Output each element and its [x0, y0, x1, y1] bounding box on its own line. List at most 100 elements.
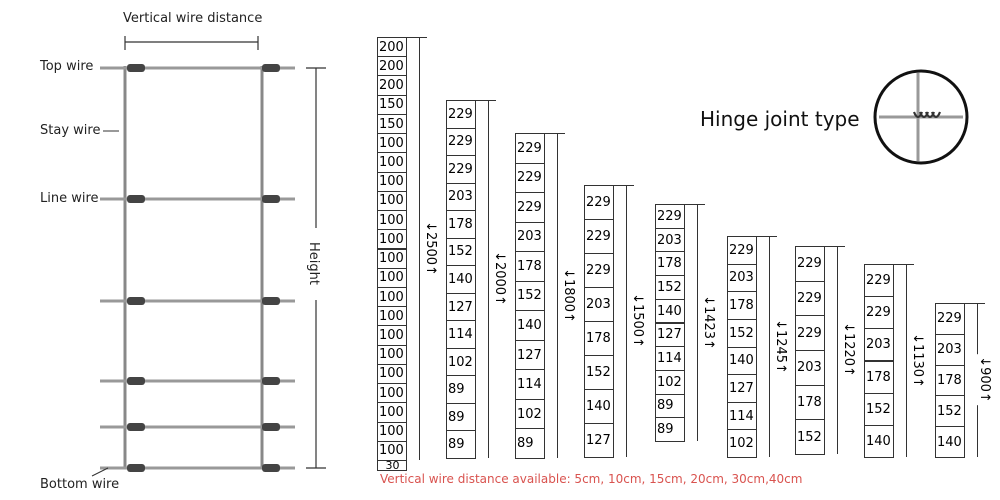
spec-cell: 203 [864, 328, 894, 362]
spec-cell: 89 [446, 402, 476, 432]
line-wire-label: Line wire [40, 191, 99, 206]
spec-cell: 89 [515, 428, 545, 459]
spec-cell: 152 [655, 275, 685, 300]
spec-cell: 89 [446, 375, 476, 404]
spec-cell: 89 [446, 430, 476, 459]
spec-cell: 229 [864, 296, 894, 330]
spec-cell: 229 [446, 127, 476, 157]
spec-cell: 229 [515, 192, 545, 223]
spec-cell: 100 [377, 267, 407, 288]
height-dimension-tick [545, 133, 565, 134]
spec-cell: 100 [377, 248, 407, 269]
column-height-label: ↓900↑ [976, 354, 992, 405]
height-dimension-tick [757, 236, 777, 237]
height-dimension-line [626, 185, 627, 457]
spec-cell: 102 [446, 347, 476, 377]
spec-cell: 102 [655, 369, 685, 395]
spec-cell: 100 [377, 402, 407, 423]
spec-cell: 203 [515, 221, 545, 253]
spec-cell: 100 [377, 190, 407, 212]
column-height-label: ↓2000↑ [491, 249, 507, 308]
spec-cell: 140 [515, 310, 545, 341]
spec-cell: 140 [864, 424, 894, 458]
spec-cell: 229 [795, 280, 825, 317]
spec-cell: 203 [655, 227, 685, 253]
spec-cell: 114 [515, 369, 545, 400]
spec-cell: 100 [377, 421, 407, 442]
spec-cell: 127 [727, 374, 757, 403]
spec-cell: 229 [864, 264, 894, 298]
spec-cell: 100 [377, 383, 407, 404]
spec-bottom-cell: 30 [377, 460, 407, 471]
spec-cell: 229 [727, 236, 757, 265]
spec-cell: 152 [584, 355, 614, 390]
height-dimension-tick [685, 204, 705, 205]
spec-cell: 178 [935, 364, 965, 397]
spec-cell: 152 [727, 318, 757, 348]
height-dimension-line [419, 37, 420, 460]
spec-cell: 203 [584, 287, 614, 322]
spec-cell: 203 [795, 350, 825, 386]
height-dimension-line [488, 100, 489, 458]
stay-wire-label: Stay wire [40, 123, 101, 138]
spec-cell: 152 [864, 392, 894, 426]
height-dimension-tick [825, 246, 845, 247]
vertical-wire-distance-label: Vertical wire distance [123, 11, 263, 26]
spec-cell: 100 [377, 286, 407, 308]
spec-cell: 140 [935, 426, 965, 458]
spec-cell: 140 [446, 265, 476, 294]
spec-cell: 114 [727, 401, 757, 431]
height-dimension-line [837, 246, 838, 454]
height-dimension-line [769, 236, 770, 457]
hinge-joint-title: Hinge joint type [700, 107, 860, 131]
spec-cell: 229 [584, 253, 614, 288]
spec-cell: 100 [377, 306, 407, 327]
spec-cell: 229 [515, 133, 545, 164]
spec-cell: 102 [727, 429, 757, 458]
spec-cell: 89 [655, 393, 685, 419]
spec-cell: 200 [377, 75, 407, 96]
spec-cell: 100 [377, 363, 407, 385]
spec-cell: 178 [795, 384, 825, 421]
wire-distance-note: Vertical wire distance available: 5cm, 1… [380, 472, 803, 486]
spec-cell: 100 [377, 133, 407, 154]
spec-cell: 229 [446, 100, 476, 129]
height-label: Height [305, 242, 321, 285]
height-dimension-tick [894, 264, 914, 265]
column-height-label: ↓1423↑ [700, 292, 716, 352]
spec-cell: 127 [655, 322, 685, 348]
top-wire-label: Top wire [40, 59, 94, 74]
spec-cell: 229 [584, 219, 614, 254]
spec-cell: 229 [515, 162, 545, 194]
height-dimension-tick [965, 303, 985, 304]
spec-cell: 114 [655, 346, 685, 371]
spec-cell: 127 [584, 423, 614, 458]
spec-cell: 100 [377, 210, 407, 231]
height-dimension-line [697, 204, 698, 441]
bottom-wire-label: Bottom wire [40, 477, 120, 492]
spec-cell: 178 [655, 251, 685, 277]
height-dimension-tick [614, 185, 634, 186]
spec-cell: 127 [515, 339, 545, 371]
spec-cell: 200 [377, 56, 407, 77]
spec-cell: 178 [515, 251, 545, 282]
column-height-label: ↓1220↑ [840, 320, 856, 379]
spec-cell: 152 [515, 280, 545, 312]
column-height-label: ↓2500↑ [422, 218, 438, 278]
spec-cell: 178 [446, 210, 476, 239]
spec-cell: 152 [446, 237, 476, 267]
spec-cell: 100 [377, 440, 407, 461]
spec-cell: 229 [935, 303, 965, 335]
spec-cell: 229 [795, 315, 825, 351]
spec-cell: 178 [727, 291, 757, 320]
spec-cell: 200 [377, 37, 407, 58]
spec-cell: 102 [515, 398, 545, 430]
spec-cell: 140 [584, 389, 614, 424]
spec-cell: 127 [446, 292, 476, 322]
column-height-label: ↓1800↑ [560, 265, 576, 325]
height-dimension-tick [407, 37, 427, 38]
spec-cell: 229 [446, 155, 476, 184]
spec-cell: 100 [377, 171, 407, 192]
column-height-label: ↓1130↑ [909, 330, 925, 390]
